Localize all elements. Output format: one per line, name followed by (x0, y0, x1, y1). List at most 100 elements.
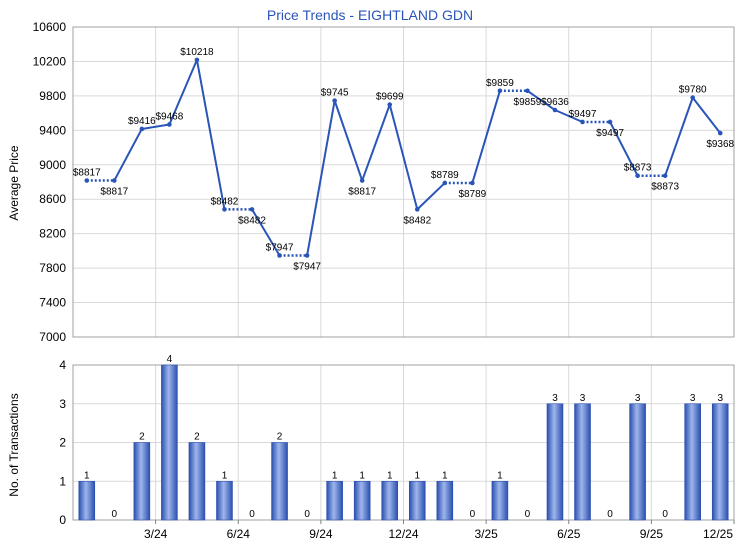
price-point (84, 178, 90, 183)
price-point (359, 178, 365, 183)
price-line-segment (609, 121, 639, 177)
transaction-count-label: 2 (139, 432, 145, 443)
price-data-label: $7947 (266, 242, 294, 253)
x-tick-label: 3/24 (144, 527, 168, 541)
price-data-label: $7947 (293, 261, 321, 272)
price-data-label: $9859 (514, 97, 542, 108)
chart-title: Price Trends - EIGHTLAND GDN (267, 7, 473, 23)
transaction-count-label: 2 (194, 432, 200, 443)
transaction-count-label: 4 (167, 354, 173, 365)
transaction-bar (353, 480, 371, 521)
price-point (167, 122, 172, 127)
transaction-bar (326, 480, 343, 521)
transaction-bar (133, 442, 151, 521)
price-line-segment (195, 59, 226, 210)
transaction-count-label: 1 (84, 470, 90, 481)
price-point (497, 88, 503, 94)
price-line-segment (113, 128, 143, 182)
price-point (414, 207, 420, 212)
price-plot-frame (72, 26, 735, 338)
price-data-label: $9416 (128, 116, 156, 127)
price-data-label: $9745 (321, 88, 349, 99)
transaction-bar (216, 480, 233, 521)
price-y-tick-label: 9400 (39, 123, 66, 137)
transactions-y-tick-label: 1 (59, 474, 66, 488)
transaction-count-label: 3 (552, 393, 558, 404)
x-tick-label: 12/24 (388, 527, 418, 541)
price-y-axis-title: Average Price (7, 145, 21, 220)
price-line-segment (251, 208, 281, 256)
transaction-count-label: 0 (304, 509, 310, 520)
transaction-count-label: 0 (112, 509, 118, 520)
transaction-bar (381, 480, 399, 521)
transaction-count-label: 1 (359, 470, 365, 481)
transaction-count-label: 1 (332, 470, 338, 481)
price-point (607, 119, 613, 125)
transactions-y-tick-label: 4 (59, 358, 66, 372)
transactions-panel: 0 1 2 3 4 1 0 2 4 2 1 0 2 0 1 1 1 1 1 0 1 0 3 3 0 3 0 3 3 3/24 6/24 9/2… (59, 354, 735, 541)
price-y-tick-label: 7800 (39, 261, 66, 275)
x-tick-label: 9/24 (309, 527, 333, 541)
transaction-count-label: 3 (580, 393, 586, 404)
price-line-segment (526, 89, 556, 111)
price-point (580, 119, 585, 125)
transaction-bar (711, 403, 729, 521)
transaction-bar (629, 403, 646, 521)
transaction-bar (574, 403, 591, 521)
price-line-segment (691, 96, 722, 134)
transaction-bar (188, 442, 206, 521)
price-y-tick-label: 8600 (39, 192, 66, 206)
price-point (194, 57, 200, 63)
price-y-tick-label: 9800 (39, 89, 66, 103)
price-y-tick-label: 9000 (39, 158, 66, 172)
price-line-segment (333, 100, 364, 181)
transaction-count-label: 0 (525, 509, 531, 520)
price-line-segment (416, 182, 446, 211)
price-data-label: $10218 (180, 47, 214, 58)
price-point (249, 207, 255, 212)
transaction-count-label: 1 (414, 470, 420, 481)
price-data-label: $8482 (211, 196, 239, 207)
price-point (717, 130, 723, 136)
price-data-label: $8789 (458, 189, 486, 200)
transaction-count-label: 3 (717, 393, 723, 404)
price-line-segment (554, 109, 583, 123)
price-point (387, 102, 393, 107)
price-data-label: $8873 (651, 182, 679, 193)
transaction-count-label: 1 (497, 470, 503, 481)
price-y-tick-label: 10600 (33, 20, 67, 34)
price-data-label: $8817 (348, 187, 376, 198)
transactions-y-tick-label: 0 (59, 513, 66, 527)
price-point (525, 88, 530, 94)
transactions-y-axis-title: No. of Transactions (7, 393, 21, 496)
x-tick-label: 3/25 (474, 527, 498, 541)
transaction-count-label: 1 (222, 470, 228, 481)
transaction-bar (78, 480, 96, 521)
price-data-label: $9859 (486, 78, 514, 89)
transaction-count-label: 1 (387, 470, 393, 481)
price-data-label: $9497 (596, 128, 624, 139)
transaction-count-label: 0 (607, 509, 613, 520)
price-point (635, 173, 640, 179)
price-point (552, 107, 558, 113)
price-data-label: $9497 (569, 109, 597, 120)
price-data-label: $9468 (155, 111, 183, 122)
price-data-label: $9780 (679, 85, 707, 96)
transactions-y-tick-label: 2 (59, 436, 66, 450)
price-point (442, 180, 448, 186)
transaction-count-label: 2 (277, 432, 283, 443)
price-line-segment (664, 97, 694, 177)
price-panel: 7000 7400 7800 8200 8600 9000 9400 9800 10200 106… (33, 20, 735, 344)
price-point (690, 95, 695, 100)
price-point (470, 180, 475, 186)
price-line-segment (361, 104, 391, 181)
transaction-count-label: 0 (470, 509, 476, 520)
price-data-label: $9368 (706, 139, 734, 150)
price-point (112, 178, 117, 183)
transaction-bar (546, 403, 564, 521)
price-point (222, 207, 227, 212)
price-point (304, 253, 310, 258)
price-y-tick-label: 7000 (39, 330, 66, 344)
x-tick-label: 6/24 (227, 527, 251, 541)
